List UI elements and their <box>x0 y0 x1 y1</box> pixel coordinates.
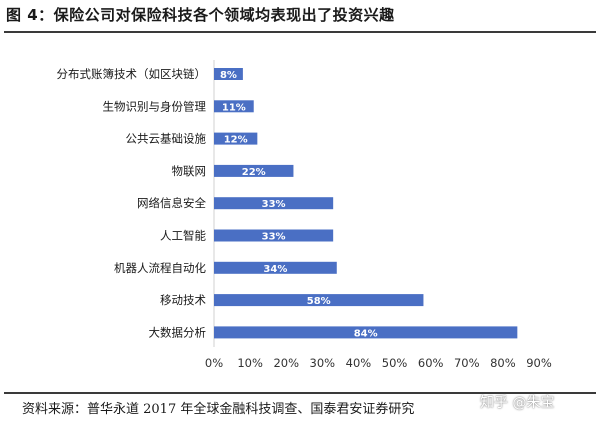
bar-data-label: 22% <box>242 167 266 178</box>
category-label: 公共云基础设施 <box>126 132 207 146</box>
category-label: 物联网 <box>172 164 207 178</box>
bar-data-label: 84% <box>354 328 378 339</box>
bar <box>214 229 334 242</box>
bar <box>214 294 424 307</box>
x-tick-label: 10% <box>237 356 263 370</box>
bar <box>214 326 518 339</box>
x-tick-label: 50% <box>382 356 408 370</box>
top-rule <box>4 31 596 33</box>
x-tick-label: 30% <box>310 356 336 370</box>
category-label: 机器人流程自动化 <box>114 261 206 275</box>
source-note: 资料来源：普华永道 2017 年全球金融科技调查、国泰君安证券研究 <box>22 402 415 417</box>
bar <box>214 68 243 80</box>
figure-title: 图 4：保险公司对保险科技各个领域均表现出了投资兴趣 <box>6 6 395 24</box>
bar-data-label: 33% <box>262 199 286 210</box>
category-label: 网络信息安全 <box>137 196 206 210</box>
category-label: 生物识别与身份管理 <box>103 99 207 113</box>
bottom-rule <box>4 392 596 394</box>
watermark: 知乎 @朱宝 <box>480 395 555 411</box>
category-label: 人工智能 <box>160 229 206 243</box>
x-tick-label: 80% <box>490 356 516 370</box>
bar <box>214 100 254 113</box>
bar-data-label: 12% <box>224 135 248 146</box>
x-tick-label: 70% <box>454 356 480 370</box>
bar <box>214 197 334 210</box>
category-label: 移动技术 <box>160 293 206 307</box>
bar-chart: 8% 分布式账簿技术（如区块链） 11% 生物识别与身份管理 12% 公共云基础设施 22%… <box>57 60 552 370</box>
bar-data-label: 58% <box>307 296 331 307</box>
category-label: 分布式账簿技术（如区块链） <box>57 67 207 81</box>
x-tick-label: 0% <box>205 356 223 370</box>
bar-data-label: 11% <box>222 102 246 113</box>
bar <box>214 261 337 274</box>
bar-data-label: 34% <box>263 264 287 275</box>
x-tick-label: 40% <box>346 356 372 370</box>
x-tick-label: 60% <box>418 356 444 370</box>
bar <box>214 132 258 145</box>
x-tick-label: 90% <box>526 356 552 370</box>
bar-data-label: 8% <box>220 70 237 81</box>
category-label: 大数据分析 <box>149 325 207 339</box>
bar-data-label: 33% <box>262 232 286 243</box>
x-tick-label: 20% <box>273 356 299 370</box>
bar <box>214 164 294 177</box>
